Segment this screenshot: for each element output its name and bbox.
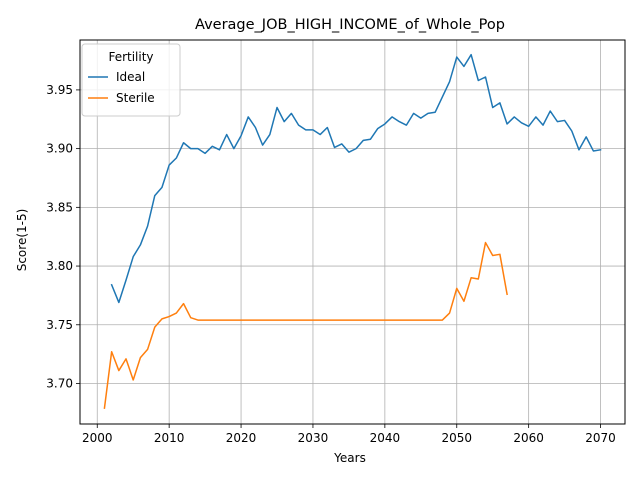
- series-lines: [103, 53, 602, 409]
- x-tick-label: 2020: [226, 431, 257, 445]
- series-line-ideal: [110, 53, 602, 304]
- chart-title: Average_JOB_HIGH_INCOME_of_Whole_Pop: [195, 17, 505, 33]
- x-axis-label: Years: [333, 451, 366, 465]
- y-tick-label: 3.70: [46, 376, 73, 390]
- x-tick-label: 2030: [298, 431, 329, 445]
- x-tick-label: 2050: [441, 431, 472, 445]
- legend-label-ideal: Ideal: [116, 70, 145, 84]
- x-tick-label: 2000: [82, 431, 113, 445]
- y-tick-label: 3.95: [46, 83, 73, 97]
- y-tick-label: 3.85: [46, 200, 73, 214]
- series-line-sterile: [103, 241, 508, 409]
- y-tick-label: 3.80: [46, 259, 73, 273]
- grid-lines: [80, 40, 625, 424]
- x-tick-label: 2060: [513, 431, 544, 445]
- axis-ticks: 2000 2010 2020 2030 2040 2050 2060 2070 3.70 3.75…: [46, 83, 616, 445]
- y-axis-label: Score(1-5): [15, 209, 29, 272]
- x-tick-label: 2010: [154, 431, 185, 445]
- legend-title: Fertility: [108, 50, 153, 64]
- y-tick-label: 3.75: [46, 318, 73, 332]
- x-tick-label: 2040: [370, 431, 401, 445]
- y-tick-label: 3.90: [46, 142, 73, 156]
- x-tick-label: 2070: [585, 431, 616, 445]
- legend: Fertility Ideal Sterile: [81, 43, 181, 117]
- legend-label-sterile: Sterile: [116, 91, 155, 105]
- plot-frame: [79, 39, 626, 425]
